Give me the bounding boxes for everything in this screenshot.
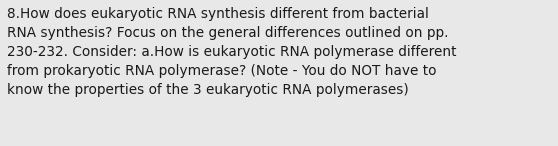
Text: 8.How does eukaryotic RNA synthesis different from bacterial
RNA synthesis? Focu: 8.How does eukaryotic RNA synthesis diff… [7,7,456,97]
